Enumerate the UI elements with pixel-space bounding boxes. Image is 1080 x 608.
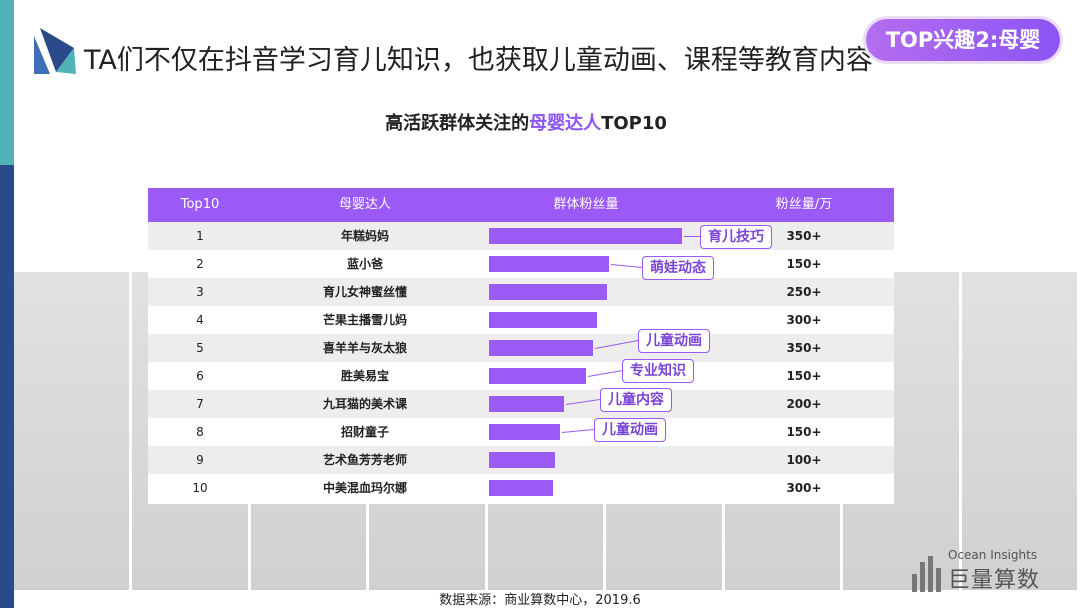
table-row: 6 胜美易宝 150+ (148, 362, 894, 390)
video-tile (14, 272, 130, 590)
fans-cell: 150+ (786, 257, 822, 271)
annotation-callout: 儿童动画 (638, 329, 710, 353)
page-title: TA们不仅在抖音学习育儿知识，也获取儿童动画、课程等教育内容 (84, 45, 873, 76)
creator-name-cell: 芒果主播雪儿妈 (322, 313, 407, 327)
rank-cell: 5 (196, 341, 204, 355)
left-accent-bar-top (0, 0, 14, 165)
table-row: 7 九耳猫的美术课 200+ (148, 390, 894, 418)
brand-bars-icon (912, 556, 941, 592)
rank-cell: 1 (196, 229, 204, 243)
chart-title: 高活跃群体关注的母婴达人TOP10 (0, 109, 1052, 135)
group-fans-bar (489, 228, 682, 244)
fans-cell: 350+ (786, 229, 822, 243)
table-header: Top10 母婴达人 群体粉丝量 粉丝量/万 (148, 188, 894, 222)
annotation-leader-line (684, 236, 700, 237)
annotation-callout: 专业知识 (622, 359, 694, 383)
logo-icon (34, 28, 76, 74)
chart-title-highlight: 母婴达人 (529, 113, 602, 134)
annotation-callout: 儿童内容 (600, 388, 672, 412)
topic-badge: TOP兴趣2:母婴 (866, 19, 1060, 61)
group-fans-bar (489, 312, 598, 328)
rank-cell: 4 (196, 313, 204, 327)
table-row: 10 中美混血玛尔娜 300+ (148, 474, 894, 502)
table-row: 3 育儿女神蜜丝懂 250+ (148, 278, 894, 306)
rank-cell: 6 (196, 369, 204, 383)
creator-name-cell: 年糕妈妈 (340, 229, 389, 243)
fans-cell: 100+ (786, 453, 822, 467)
brand-english: Ocean Insights (948, 548, 1038, 562)
rank-cell: 3 (196, 285, 204, 299)
creator-name-cell: 招财童子 (340, 425, 389, 439)
group-fans-bar (489, 452, 555, 468)
creator-name-cell: 胜美易宝 (340, 369, 389, 383)
creator-name-cell: 中美混血玛尔娜 (322, 481, 407, 495)
left-accent-bar-bottom (0, 165, 14, 608)
chart-title-suffix: TOP10 (601, 113, 667, 134)
brand-chinese: 巨量算数 (948, 568, 1041, 593)
rank-cell: 2 (196, 257, 204, 271)
group-fans-bar (489, 396, 565, 412)
annotation-callout: 育儿技巧 (700, 225, 772, 249)
rank-cell: 10 (192, 481, 208, 495)
rank-cell: 9 (196, 453, 204, 467)
table-row: 4 芒果主播雪儿妈 300+ (148, 306, 894, 334)
fans-cell: 250+ (786, 285, 822, 299)
annotation-callout: 儿童动画 (594, 418, 666, 442)
table-row: 8 招财童子 150+ (148, 418, 894, 446)
table-row: 5 喜羊羊与灰太狼 350+ (148, 334, 894, 362)
rank-cell: 7 (196, 397, 204, 411)
group-fans-bar (489, 424, 561, 440)
fans-cell: 300+ (786, 481, 822, 495)
table-row: 9 艺术鱼芳芳老师 100+ (148, 446, 894, 474)
data-source: 数据来源：商业算数中心，2019.6 (439, 593, 641, 608)
chart-title-prefix: 高活跃群体关注的 (385, 113, 530, 134)
table-row: 1 年糕妈妈 350+ (148, 222, 894, 250)
fans-cell: 300+ (786, 313, 822, 327)
video-tile (961, 272, 1077, 590)
group-fans-bar (489, 480, 553, 496)
ranking-table: Top10 母婴达人 群体粉丝量 粉丝量/万 1 年糕妈妈 350+ 2 蓝小爸 150+… (148, 188, 894, 504)
header-rank: Top10 (180, 197, 220, 212)
creator-name-cell: 喜羊羊与灰太狼 (322, 341, 407, 355)
group-fans-bar (489, 284, 607, 300)
header-name: 母婴达人 (338, 197, 391, 212)
table-row: 2 蓝小爸 150+ (148, 250, 894, 278)
annotation-callout: 萌娃动态 (642, 256, 714, 280)
group-fans-bar (489, 340, 594, 356)
rank-cell: 8 (196, 425, 204, 439)
creator-name-cell: 蓝小爸 (346, 257, 383, 271)
group-fans-bar (489, 256, 609, 272)
fans-cell: 200+ (786, 397, 822, 411)
header-group-fans: 群体粉丝量 (553, 197, 619, 212)
creator-name-cell: 育儿女神蜜丝懂 (322, 285, 407, 299)
fans-cell: 350+ (786, 341, 822, 355)
header-fans: 粉丝量/万 (775, 197, 833, 212)
creator-name-cell: 九耳猫的美术课 (322, 397, 407, 411)
group-fans-bar (489, 368, 586, 384)
creator-name-cell: 艺术鱼芳芳老师 (322, 453, 407, 467)
fans-cell: 150+ (786, 369, 822, 383)
fans-cell: 150+ (786, 425, 822, 439)
